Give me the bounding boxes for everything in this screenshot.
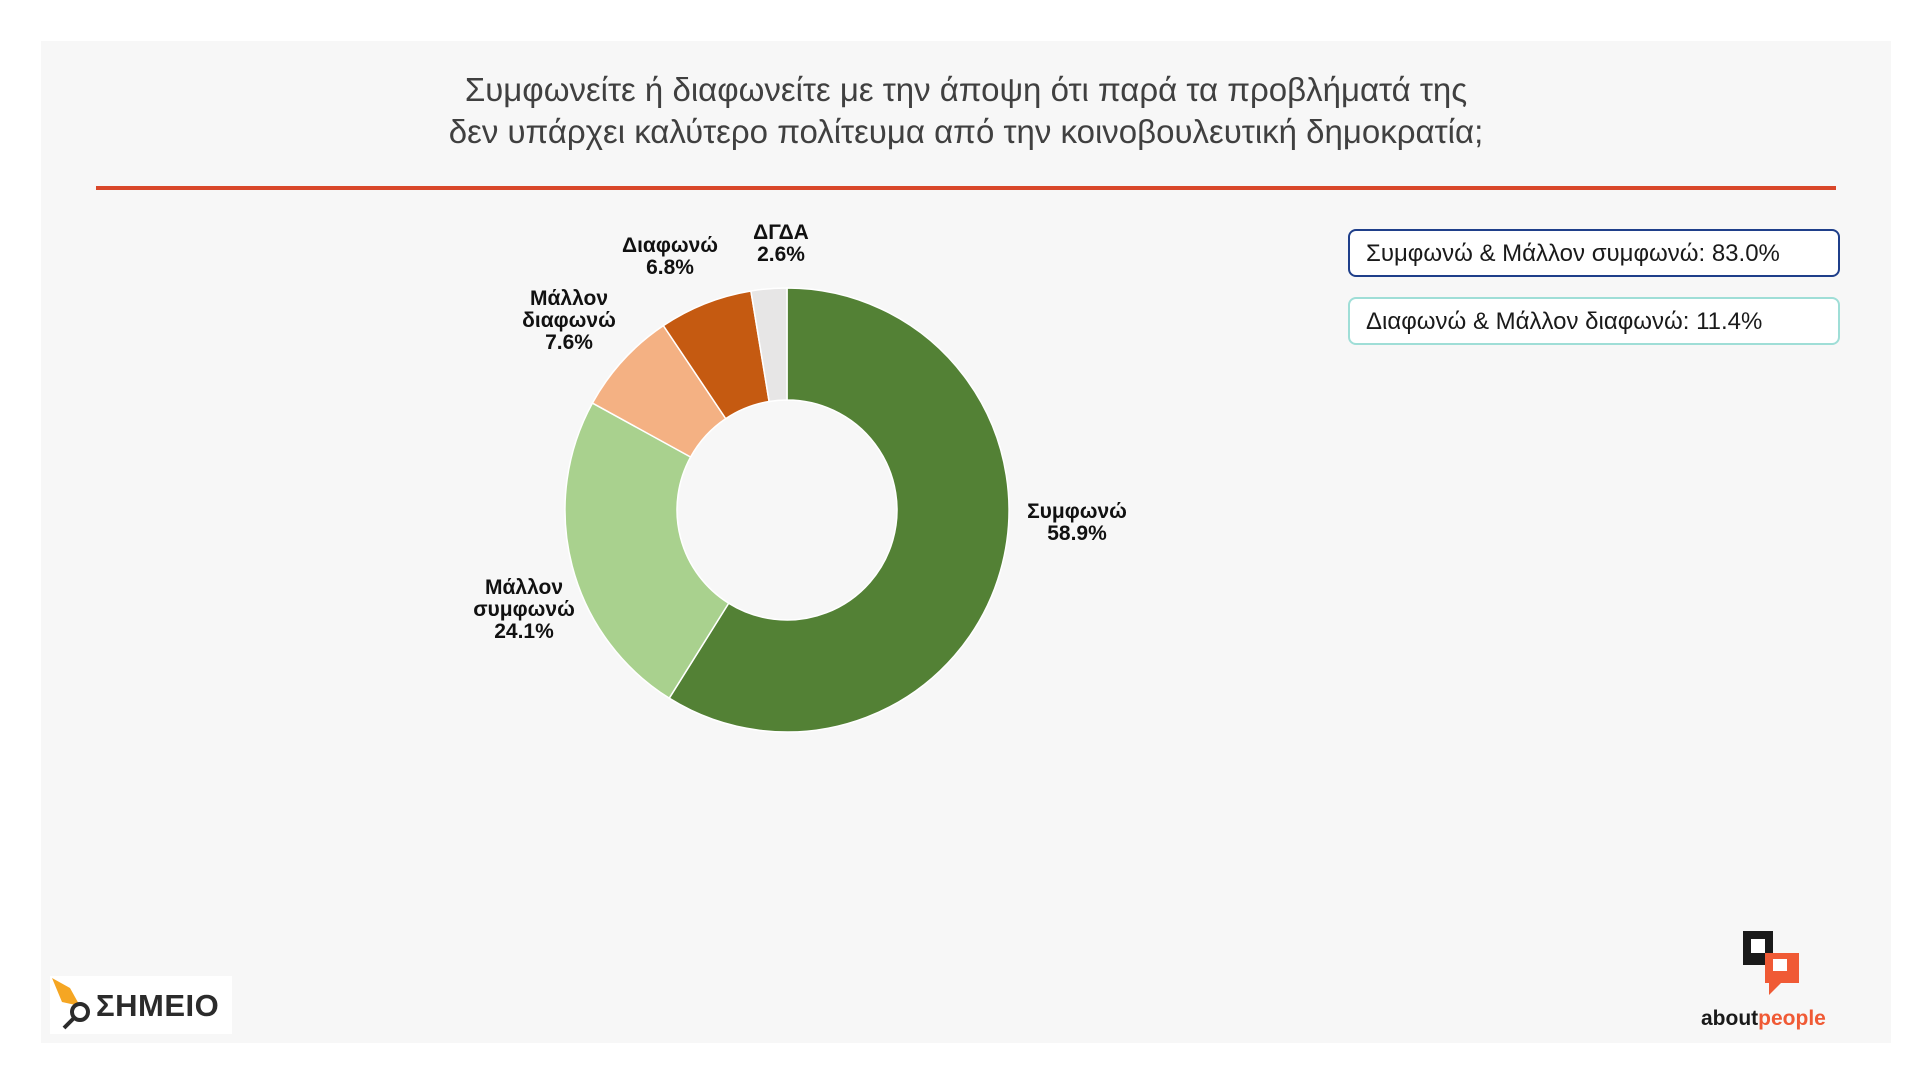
donut-label-4: ΔΓΔΑ 2.6% <box>753 221 809 266</box>
aboutpeople-logo-text-about: about <box>1701 1007 1759 1030</box>
chart-title-line-1: Συμφωνείτε ή διαφωνείτε με την άποψη ότι… <box>464 71 1468 108</box>
donut-chart: Συμφωνώ 58.9%Μάλλον συμφωνώ 24.1%Μάλλον διαφ… <box>473 221 1127 733</box>
donut-label-0-line-1: 58.9% <box>1047 522 1107 545</box>
donut-label-0: Συμφωνώ 58.9% <box>1027 500 1127 545</box>
donut-label-1-line-2: 24.1% <box>494 620 554 643</box>
donut-slices <box>564 287 1010 733</box>
aboutpeople-logo: aboutpeople <box>1697 929 1847 1039</box>
donut-labels: Συμφωνώ 58.9%Μάλλον συμφωνώ 24.1%Μάλλον διαφ… <box>473 221 1127 643</box>
donut-label-1-line-0: Μάλλον <box>485 576 563 599</box>
donut-label-0-line-0: Συμφωνώ <box>1027 500 1127 523</box>
donut-label-1-line-1: συμφωνώ <box>473 598 575 621</box>
simeio-magnifier-icon <box>52 978 90 1030</box>
donut-label-2-line-1: διαφωνώ <box>522 309 616 332</box>
donut-slice-0 <box>668 287 1010 733</box>
simeio-logo: ΣΗΜΕΙΟ <box>50 976 232 1034</box>
donut-label-3: Διαφωνώ 6.8% <box>622 234 718 279</box>
summary-disagree-box: Διαφωνώ & Μάλλον διαφωνώ: 11.4% <box>1348 297 1840 345</box>
donut-label-3-line-0: Διαφωνώ <box>622 234 718 257</box>
donut-label-4-line-0: ΔΓΔΑ <box>753 221 809 244</box>
donut-slice-4 <box>750 287 788 403</box>
donut-slice-1 <box>564 402 730 700</box>
chart-title: Συμφωνείτε ή διαφωνείτε με την άποψη ότι… <box>41 69 1891 153</box>
slide: Συμφωνείτε ή διαφωνείτε με την άποψη ότι… <box>41 41 1891 1043</box>
simeio-logo-text: ΣΗΜΕΙΟ <box>96 988 220 1023</box>
aboutpeople-speech-icon <box>1743 931 1799 995</box>
title-divider <box>96 186 1836 190</box>
donut-label-3-line-1: 6.8% <box>646 256 694 279</box>
chart-title-line-2: δεν υπάρχει καλύτερο πολίτευμα από την κ… <box>448 113 1484 150</box>
summary-agree-box: Συμφωνώ & Μάλλον συμφωνώ: 83.0% <box>1348 229 1840 277</box>
donut-label-4-line-1: 2.6% <box>757 243 805 266</box>
donut-label-1: Μάλλον συμφωνώ 24.1% <box>473 576 575 643</box>
aboutpeople-logo-text: aboutpeople <box>1701 1007 1826 1031</box>
donut-label-2: Μάλλον διαφωνώ 7.6% <box>522 287 616 354</box>
donut-label-2-line-2: 7.6% <box>545 331 593 354</box>
donut-label-2-line-0: Μάλλον <box>530 287 608 310</box>
aboutpeople-logo-text-people: people <box>1758 1007 1826 1030</box>
